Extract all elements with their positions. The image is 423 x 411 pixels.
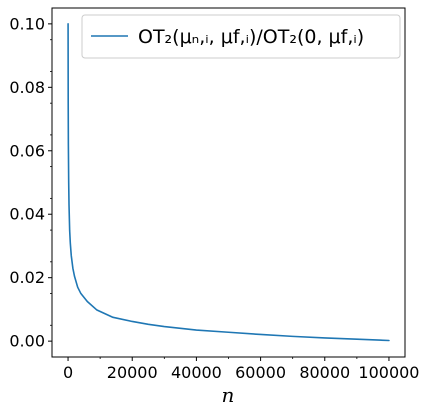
y-tick-label: 0.10 [9,14,45,33]
x-tick-label: 40000 [171,363,222,382]
x-tick-label: 80000 [299,363,350,382]
ticks-layer: 0.00 0.02 0.04 0.06 0.08 0.10 0 20000 40000 60000… [9,14,419,382]
y-tick-label: 0.00 [9,332,45,351]
x-axis-label: n [222,383,235,407]
x-tick-label: 20000 [107,363,158,382]
y-tick-label: 0.08 [9,78,45,97]
legend: OT₂(μₙ,ᵢ, μf,ᵢ)/OT₂(0, μf,ᵢ) [81,14,401,59]
legend-box [81,14,401,59]
x-tick-label: 100000 [358,363,419,382]
y-tick-label: 0.04 [9,205,45,224]
series-layer [67,23,390,342]
y-tick-label: 0.02 [9,268,45,287]
x-tick-label: 0 [63,363,73,382]
series-line [67,23,390,342]
y-tick-label: 0.06 [9,141,45,160]
x-tick-label: 60000 [235,363,286,382]
legend-label: OT₂(μₙ,ᵢ, μf,ᵢ)/OT₂(0, μf,ᵢ) [138,26,364,48]
plot-frame [51,7,406,358]
